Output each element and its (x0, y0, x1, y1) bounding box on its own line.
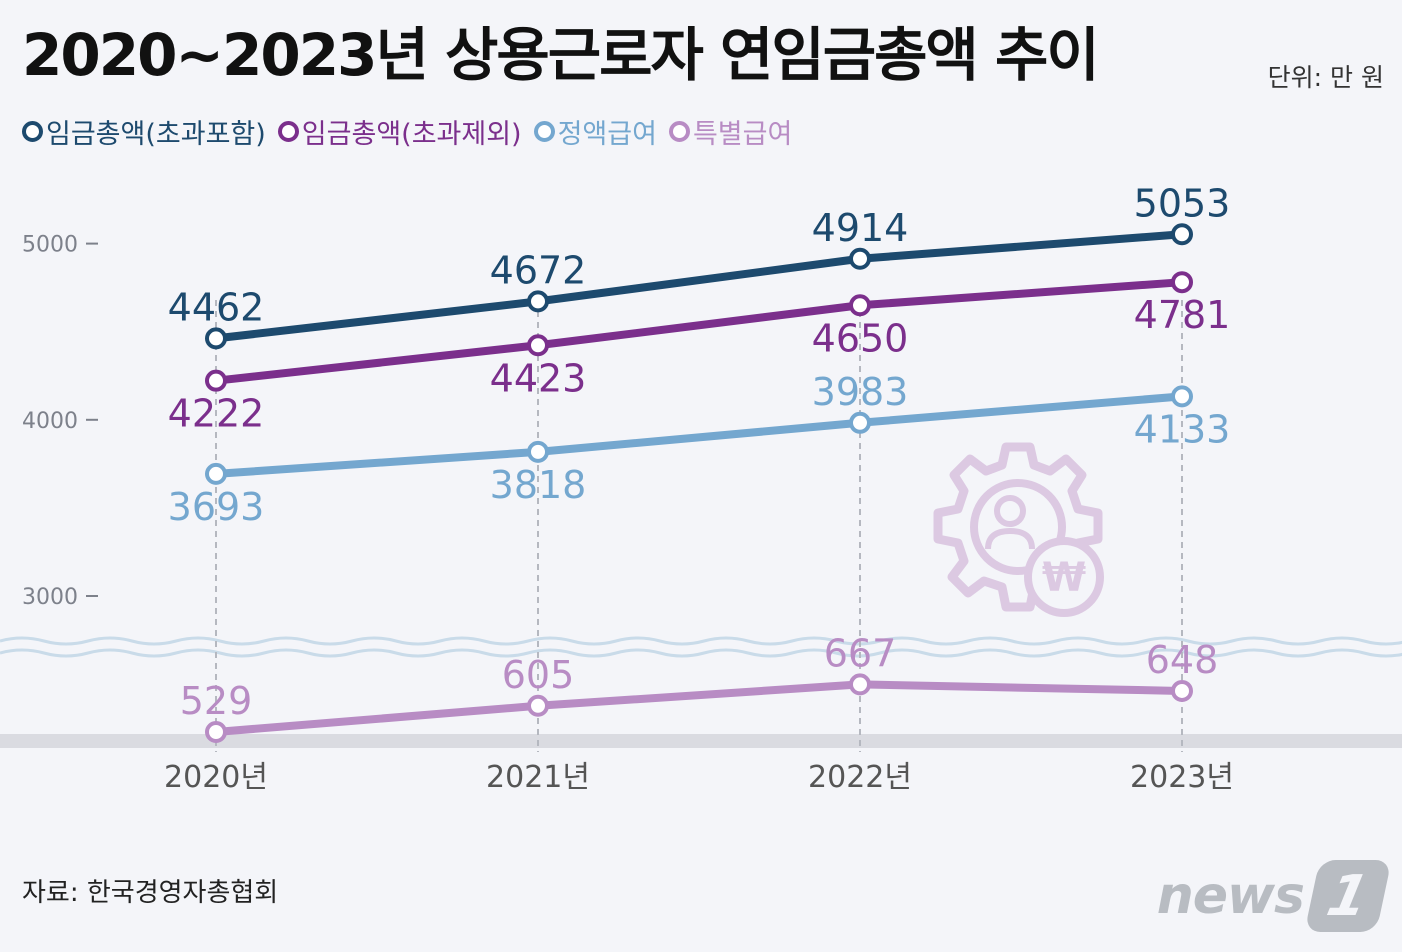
data-point (527, 440, 549, 463)
axis-break-wave (0, 648, 1402, 658)
person-head (994, 495, 1026, 527)
data-label: 4133 (1134, 407, 1231, 451)
data-point (527, 334, 549, 357)
legend-item-fixed-pay: 정액급여 (533, 112, 657, 151)
x-axis: 2020년 2021년 2022년 2023년 (164, 760, 1234, 795)
data-label: 4423 (490, 356, 587, 400)
x-tick-label: 2020년 (164, 760, 268, 795)
data-point (849, 673, 871, 696)
logo-text: news (1156, 866, 1305, 926)
data-label: 3818 (490, 463, 587, 507)
gear-person-won-icon: ₩ (933, 442, 1104, 617)
legend-dot-icon (277, 121, 299, 142)
legend-dot-icon (668, 121, 690, 142)
data-label: 4914 (812, 206, 909, 250)
series-line-0 (212, 230, 1186, 343)
legend-label: 임금총액(초과포함) (46, 119, 266, 150)
data-label: 3693 (168, 485, 265, 529)
x-tick-label: 2022년 (808, 760, 912, 795)
data-point (527, 290, 549, 313)
legend-item-total-incl: 임금총액(초과포함) (22, 112, 266, 151)
won-coin (1024, 537, 1104, 617)
data-point (205, 327, 227, 350)
x-tick-label: 2023년 (1130, 760, 1234, 795)
data-label: 4672 (490, 248, 587, 292)
y-tick-label: 5000 (22, 233, 78, 258)
data-point (1171, 271, 1193, 294)
data-label: 3983 (812, 370, 909, 414)
legend-label: 정액급여 (557, 119, 657, 150)
x-tick-label: 2021년 (486, 760, 590, 795)
data-point (849, 411, 871, 434)
chart-title: 2020~2023년 상용근로자 연임금총액 추이 (22, 21, 1100, 89)
baseline-band (0, 734, 1402, 748)
legend-label: 특별급여 (692, 119, 793, 150)
data-point (527, 694, 549, 717)
data-label: 4781 (1134, 293, 1231, 337)
data-point (205, 462, 227, 485)
person-body (985, 527, 1035, 550)
legend-dot-icon (22, 121, 43, 142)
logo-mark: 1 (1304, 860, 1392, 932)
legend-dot-icon (533, 121, 555, 142)
data-point (849, 294, 871, 317)
source-label: 자료: 한국경영자총협회 (22, 878, 279, 908)
legend-item-total-excl: 임금총액(초과제외) (277, 112, 522, 151)
y-axis: 5000 4000 3000 (22, 233, 98, 610)
gear-inner-ring (970, 479, 1066, 575)
legend: 임금총액(초과포함) 임금총액(초과제외) 정액급여 특별급여 (22, 112, 792, 151)
data-point (1171, 679, 1193, 702)
legend-label: 임금총액(초과제외) (301, 119, 522, 150)
series-line-1 (212, 278, 1186, 385)
data-point (1171, 385, 1193, 408)
data-point (205, 369, 227, 392)
gear-outline (933, 442, 1103, 612)
data-label: 4650 (812, 316, 909, 360)
data-label: 4462 (168, 285, 265, 329)
data-label: 5053 (1134, 181, 1231, 225)
series: 4462 4672 4914 5053 4222 4423 4650 4781 3693 3818… (168, 181, 1231, 743)
data-point (1171, 223, 1193, 246)
axis-break (0, 636, 1402, 658)
data-label: 4222 (168, 392, 265, 436)
data-label: 648 (1146, 638, 1219, 682)
legend-item-special-pay: 특별급여 (668, 112, 793, 151)
data-point (849, 247, 871, 270)
data-label: 529 (180, 679, 253, 723)
y-tick-label: 3000 (22, 585, 78, 610)
y-tick-label: 4000 (22, 409, 78, 434)
won-symbol: ₩ (1042, 555, 1086, 601)
axis-break-wave (0, 636, 1402, 646)
unit-label: 단위: 만 원 (1267, 63, 1384, 92)
data-label: 605 (502, 653, 575, 697)
data-label: 667 (824, 631, 897, 675)
series-line-3 (212, 680, 1186, 736)
news1-logo: news 1 (1156, 860, 1392, 932)
data-point (205, 721, 227, 743)
series-line-2 (212, 392, 1186, 478)
